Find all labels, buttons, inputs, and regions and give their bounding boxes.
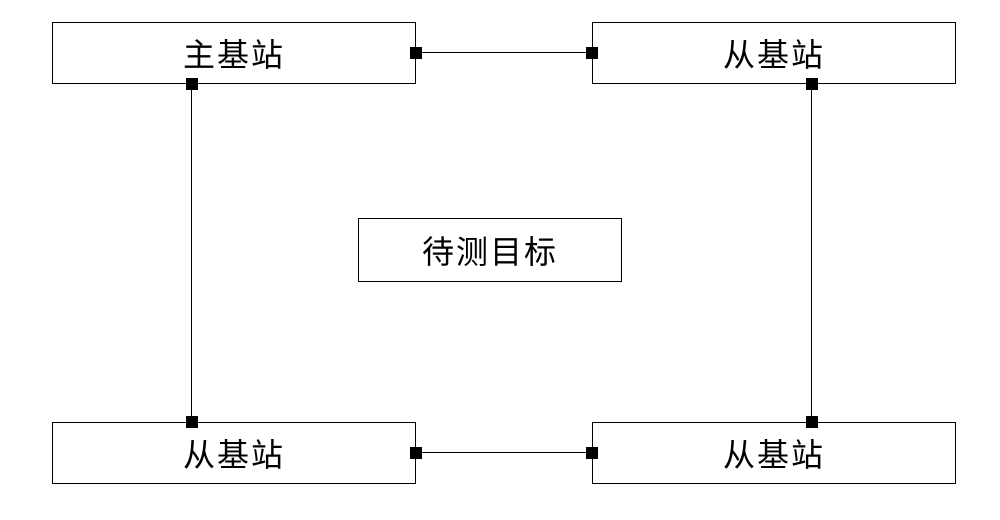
edge-bottom xyxy=(422,452,586,453)
node-master-station: 主基站 xyxy=(52,22,416,84)
node-label: 从基站 xyxy=(183,430,285,476)
node-target: 待测目标 xyxy=(358,218,622,282)
port-icon xyxy=(586,47,598,59)
port-icon xyxy=(186,416,198,428)
node-slave-station-bl: 从基站 xyxy=(52,422,416,484)
node-label: 从基站 xyxy=(723,30,825,76)
edge-top xyxy=(422,52,586,53)
node-label: 待测目标 xyxy=(422,227,558,273)
port-icon xyxy=(186,78,198,90)
node-slave-station-br: 从基站 xyxy=(592,422,956,484)
port-icon xyxy=(410,447,422,459)
node-label: 主基站 xyxy=(183,30,285,76)
diagram-canvas: 主基站 从基站 待测目标 从基站 从基站 xyxy=(0,0,1000,520)
node-slave-station-tr: 从基站 xyxy=(592,22,956,84)
port-icon xyxy=(410,47,422,59)
port-icon xyxy=(806,416,818,428)
port-icon xyxy=(806,78,818,90)
port-icon xyxy=(586,447,598,459)
edge-right xyxy=(811,90,812,416)
edge-left xyxy=(191,90,192,416)
node-label: 从基站 xyxy=(723,430,825,476)
